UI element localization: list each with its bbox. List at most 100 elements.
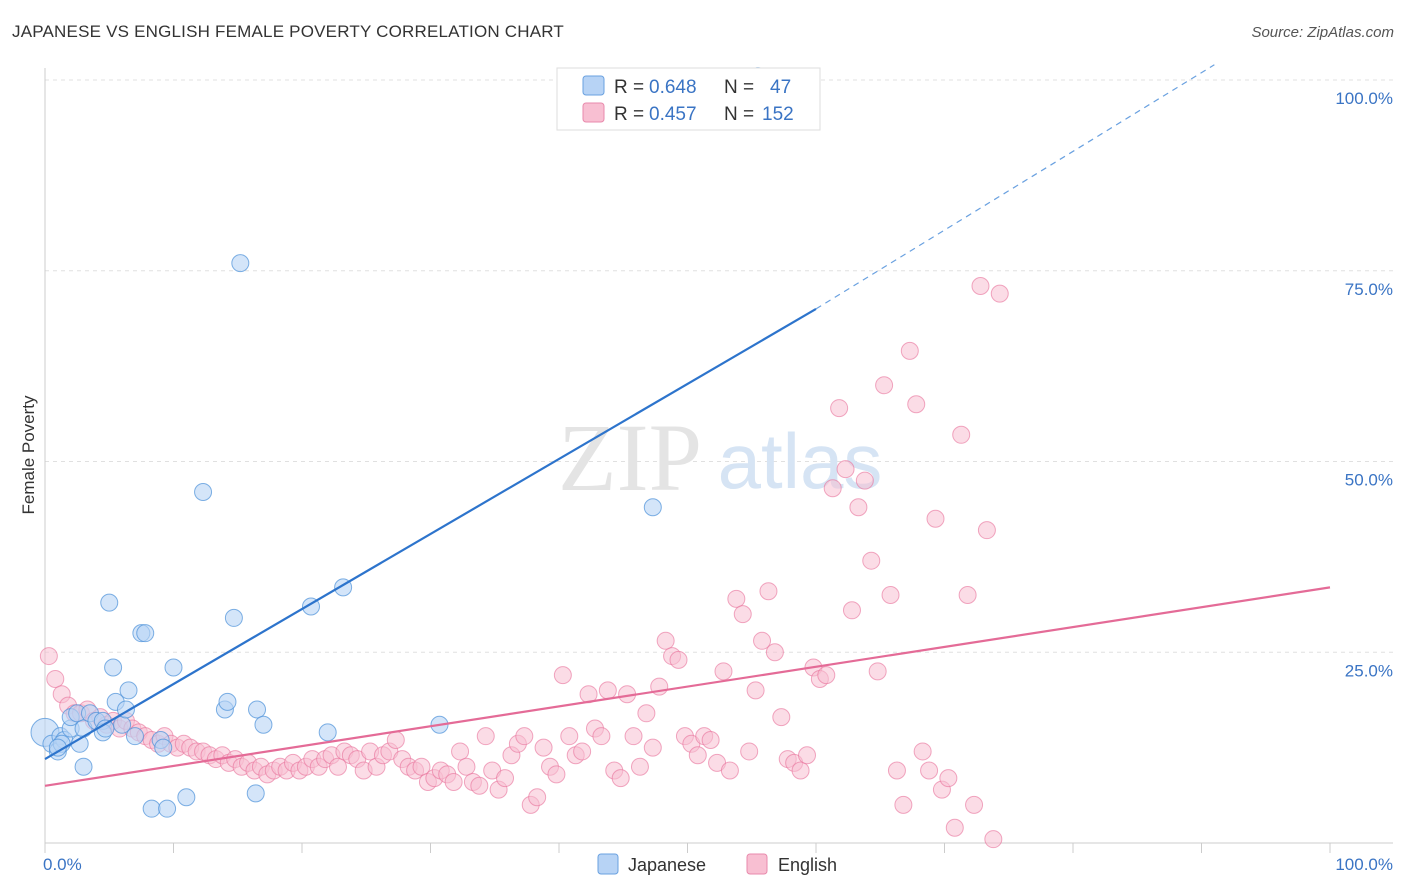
english-point <box>817 666 836 685</box>
english-point <box>611 769 630 788</box>
japanese-point <box>136 624 155 643</box>
english-point <box>965 795 984 814</box>
series-legend[interactable]: Japanese English <box>597 853 837 875</box>
legend-n-value-japanese: 47 <box>770 77 791 98</box>
english-point <box>907 395 926 414</box>
english-point <box>328 757 347 776</box>
legend-item-japanese-swatch[interactable] <box>597 853 619 875</box>
english-point <box>560 727 579 746</box>
english-point <box>791 761 810 780</box>
japanese-point <box>74 757 93 776</box>
y-tick-label-25: 25.0% <box>1345 661 1393 680</box>
grid-lines <box>45 79 1393 653</box>
english-point <box>444 772 463 791</box>
japanese-point <box>643 498 662 517</box>
english-point <box>765 643 784 662</box>
axes <box>44 68 1393 853</box>
english-point <box>894 795 913 814</box>
english-point <box>855 471 874 490</box>
y-tick-label-50: 50.0% <box>1345 471 1393 490</box>
english-point <box>881 586 900 605</box>
english-point <box>875 376 894 395</box>
stats-legend: R = 0.648 N = 47 R = 0.457 N = 152 <box>556 67 821 131</box>
english-point <box>669 650 688 669</box>
english-point <box>39 647 58 666</box>
english-point <box>926 509 945 528</box>
x-tick-label-max: 100.0% <box>1335 855 1393 874</box>
japanese-point <box>154 738 173 757</box>
legend-r-label-english: R = <box>614 104 644 125</box>
english-point <box>643 738 662 757</box>
chart-title: JAPANESE VS ENGLISH FEMALE POVERTY CORRE… <box>12 22 565 41</box>
english-point <box>496 769 515 788</box>
english-point <box>849 498 868 517</box>
english-point <box>952 425 971 444</box>
english-point <box>772 708 791 727</box>
english-point <box>457 757 476 776</box>
english-point <box>637 704 656 723</box>
japanese-point <box>246 784 265 803</box>
watermark-atlas: atlas <box>718 417 883 505</box>
english-point <box>46 669 65 688</box>
japanese-point <box>194 483 213 502</box>
english-point <box>470 776 489 795</box>
legend-r-label-japanese: R = <box>614 77 644 98</box>
japanese-point <box>100 593 119 612</box>
english-trend-line <box>44 586 1331 787</box>
legend-n-label-japanese: N = <box>724 77 754 98</box>
english-point <box>515 727 534 746</box>
english-point <box>740 742 759 761</box>
japanese-point <box>119 681 138 700</box>
english-point <box>534 738 553 757</box>
watermark-zip: ZIP <box>558 404 702 511</box>
legend-swatch-english <box>582 102 605 123</box>
english-point <box>836 460 855 479</box>
japanese-trend-line <box>44 307 817 761</box>
japanese-point <box>224 608 243 627</box>
japanese-point <box>318 723 337 742</box>
english-point <box>868 662 887 681</box>
english-point <box>386 730 405 749</box>
english-point <box>842 601 861 620</box>
legend-n-label-english: N = <box>724 104 754 125</box>
japanese-point <box>164 658 183 677</box>
english-point <box>977 521 996 540</box>
japanese-point <box>142 799 161 818</box>
source-credit: Source: ZipAtlas.com <box>1251 24 1394 41</box>
japanese-point <box>218 692 237 711</box>
english-point <box>920 761 939 780</box>
legend-r-value-english: 0.457 <box>649 104 697 125</box>
y-tick-label-75: 75.0% <box>1345 280 1393 299</box>
english-point <box>746 681 765 700</box>
japanese-trend-extension <box>815 64 1215 310</box>
english-point <box>630 757 649 776</box>
legend-item-english-swatch[interactable] <box>746 853 768 875</box>
japanese-point <box>248 700 267 719</box>
legend-item-english[interactable]: English <box>778 855 837 875</box>
english-point <box>984 830 1003 849</box>
x-tick-label-min: 0.0% <box>43 855 82 874</box>
english-point <box>945 818 964 837</box>
japanese-point <box>104 658 123 677</box>
english-point <box>830 399 849 418</box>
english-point <box>913 742 932 761</box>
english-point <box>720 761 739 780</box>
english-point <box>547 765 566 784</box>
japanese-point <box>254 715 273 734</box>
english-point <box>990 284 1009 303</box>
legend-item-japanese[interactable]: Japanese <box>628 855 706 875</box>
english-point <box>939 769 958 788</box>
legend-swatch-japanese <box>582 75 605 96</box>
japanese-point <box>158 799 177 818</box>
english-point <box>528 788 547 807</box>
english-point <box>476 727 495 746</box>
english-point <box>714 662 733 681</box>
english-point <box>727 589 746 608</box>
english-point <box>688 746 707 765</box>
japanese-point <box>177 788 196 807</box>
english-point <box>887 761 906 780</box>
english-point <box>598 681 617 700</box>
english-point <box>798 746 817 765</box>
english-points <box>39 277 1009 849</box>
english-point <box>592 727 611 746</box>
